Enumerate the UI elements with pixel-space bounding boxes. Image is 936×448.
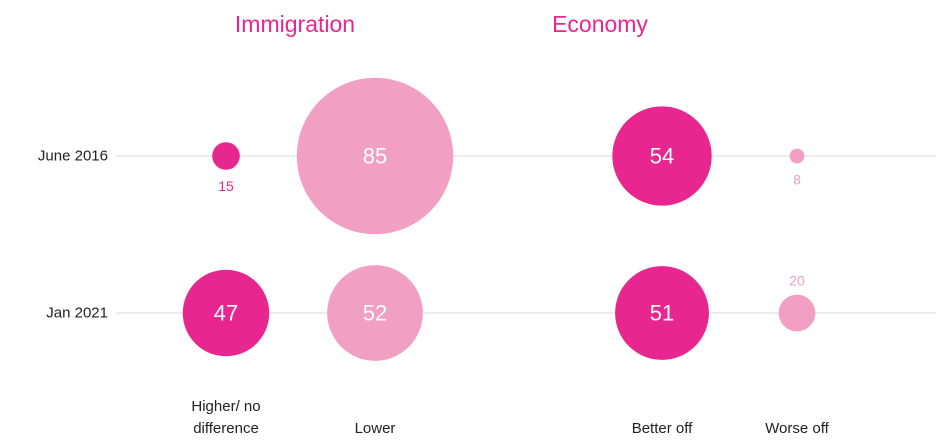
bubble xyxy=(778,294,816,332)
category-label: Higher/ no difference xyxy=(191,398,261,437)
value-label: 51 xyxy=(650,301,674,326)
value-label: 85 xyxy=(363,144,387,169)
category-label: Better off xyxy=(631,420,693,437)
category-label: Worse off xyxy=(765,420,829,437)
row-label: Jan 2021 xyxy=(46,305,108,322)
bubble xyxy=(296,77,454,235)
value-label: 8 xyxy=(793,171,801,187)
bubble xyxy=(615,266,709,360)
bubble xyxy=(612,106,712,206)
category-label: Lower xyxy=(354,420,396,437)
bubble xyxy=(182,269,270,357)
value-label: 54 xyxy=(650,144,674,169)
value-label: 47 xyxy=(214,301,238,326)
bubble xyxy=(327,265,423,361)
row-label: June 2016 xyxy=(38,148,108,165)
bubble xyxy=(212,142,240,170)
value-label: 20 xyxy=(789,273,805,289)
group-title: Immigration xyxy=(235,11,355,37)
bubble xyxy=(789,148,805,164)
value-label: 15 xyxy=(218,178,234,194)
value-label: 52 xyxy=(363,301,387,326)
group-title: Economy xyxy=(552,11,648,37)
